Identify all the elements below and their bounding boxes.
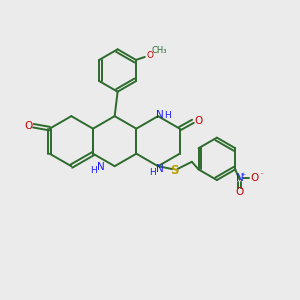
Text: H: H	[164, 111, 171, 120]
Text: ⁻: ⁻	[259, 171, 263, 180]
Text: +: +	[241, 172, 246, 177]
Text: N: N	[236, 173, 244, 183]
Text: H: H	[90, 166, 97, 175]
Text: CH₃: CH₃	[152, 46, 167, 55]
Text: H: H	[149, 168, 155, 177]
Text: N: N	[97, 162, 105, 172]
Text: O: O	[251, 173, 259, 183]
Text: O: O	[146, 51, 153, 60]
Text: O: O	[24, 121, 32, 131]
Text: O: O	[194, 116, 202, 126]
Text: O: O	[236, 187, 244, 196]
Text: S: S	[170, 164, 178, 177]
Text: N: N	[157, 110, 164, 120]
Text: N: N	[156, 164, 164, 174]
